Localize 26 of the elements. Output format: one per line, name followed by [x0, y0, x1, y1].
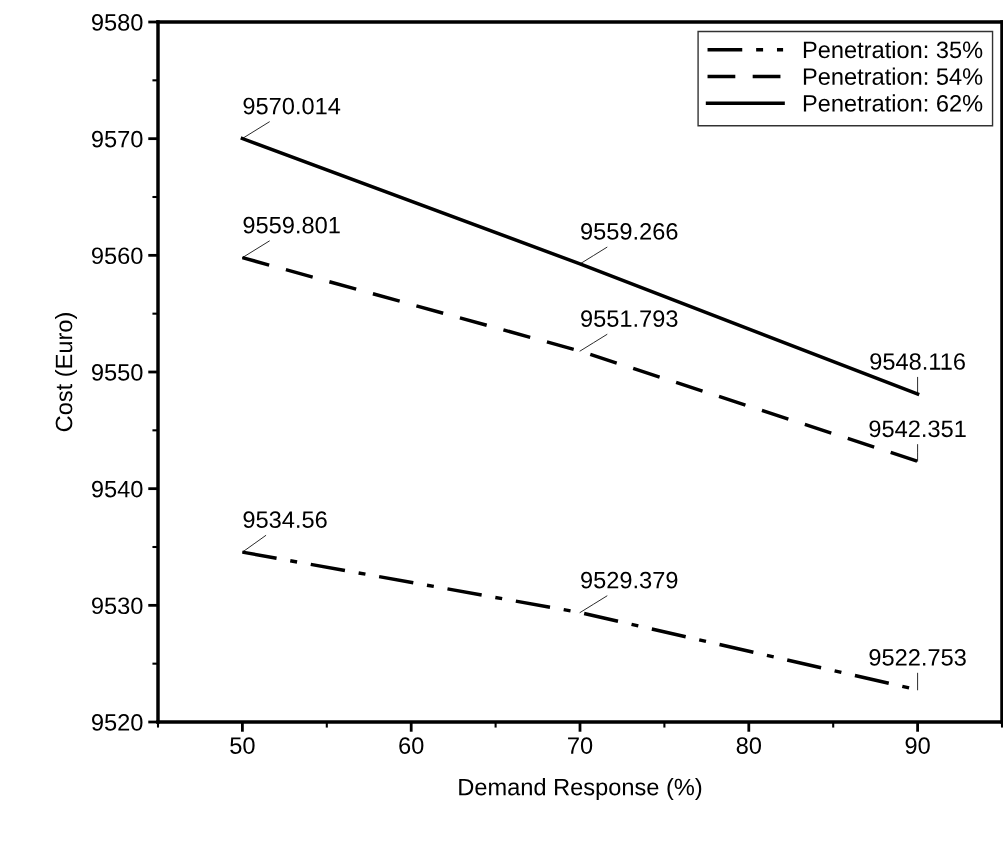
legend-label: Penetration: 35%	[803, 40, 983, 59]
data-label: 9570.014	[243, 97, 341, 115]
data-label: 9522.753	[869, 649, 966, 666]
x-tick-label: 50	[230, 737, 255, 754]
legend-label: Penetration: 54%	[803, 67, 983, 85]
y-tick-label: 9550	[92, 364, 143, 381]
y-tick-label: 9570	[92, 130, 143, 148]
x-tick-label: 60	[399, 737, 424, 754]
data-label: 9548.116	[870, 353, 965, 370]
data-label: 9542.351	[869, 420, 966, 438]
x-axis-title: Demand Response (%)	[459, 778, 702, 801]
data-label: 9551.793	[581, 310, 678, 327]
data-label: 9534.56	[243, 511, 327, 529]
y-tick-label: 9530	[92, 597, 143, 615]
data-label: 9559.266	[581, 223, 678, 240]
x-tick-label: 90	[905, 737, 930, 754]
y-axis-title: Cost (Euro)	[55, 313, 77, 432]
x-tick-label: 70	[568, 737, 593, 754]
data-label: 9529.379	[581, 571, 678, 589]
y-tick-label: 9560	[92, 247, 143, 265]
y-tick-label: 9540	[92, 480, 143, 498]
legend-label: Penetration: 62%	[803, 94, 983, 112]
y-tick-label: 9520	[92, 714, 143, 731]
y-tick-label: 9580	[92, 14, 143, 31]
data-label: 9559.801	[243, 216, 340, 234]
x-tick-label: 80	[736, 737, 762, 754]
